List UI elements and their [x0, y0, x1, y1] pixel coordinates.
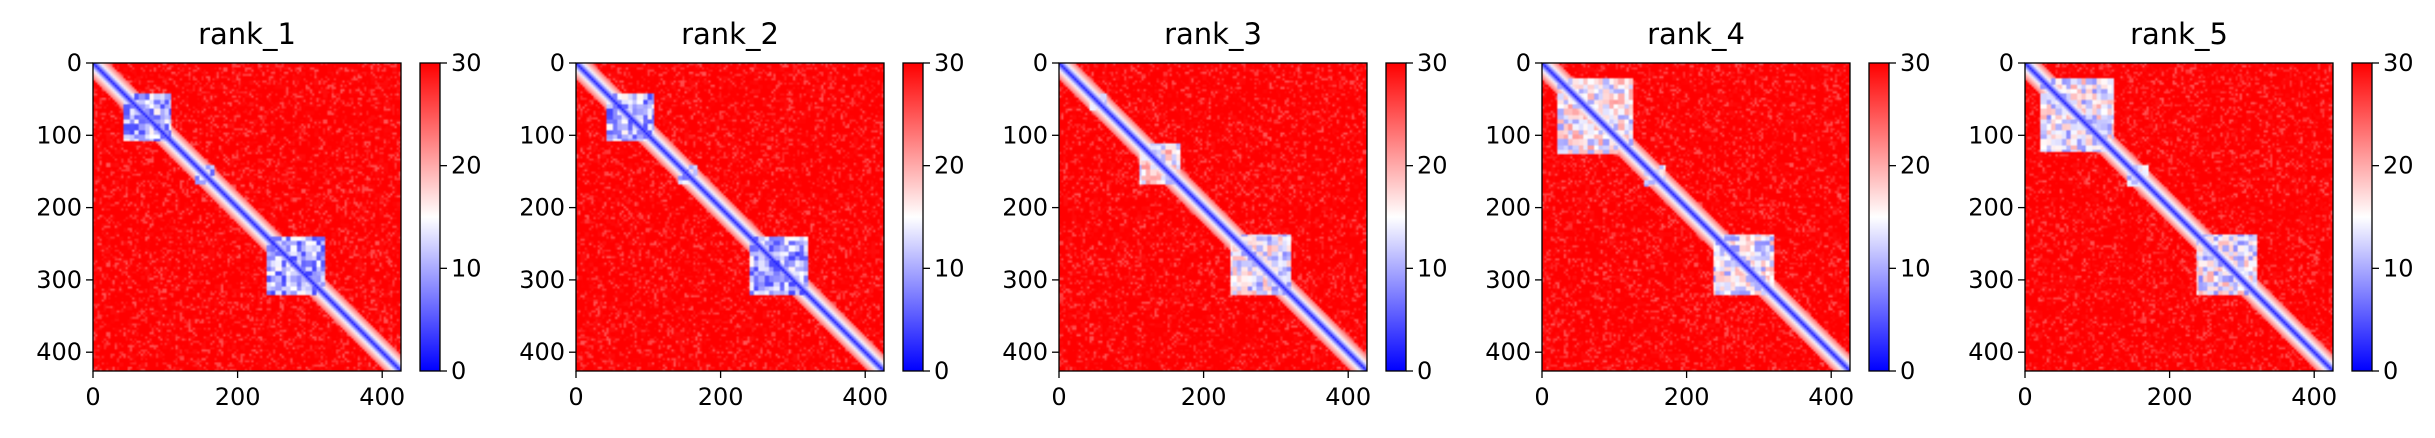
heatmap-image — [2025, 63, 2333, 371]
colorbar-tick-label: 0 — [1900, 357, 1915, 385]
x-tick-label: 400 — [842, 383, 888, 411]
y-tick-label: 200 — [36, 194, 82, 222]
panel-title: rank_5 — [2130, 17, 2228, 51]
panel-title: rank_3 — [1164, 17, 1262, 51]
y-tick-label: 300 — [519, 266, 565, 294]
colorbar — [2351, 62, 2373, 372]
plot-frame — [2024, 62, 2334, 372]
y-tick-label: 400 — [519, 338, 565, 366]
panel-title: rank_4 — [1647, 17, 1745, 51]
y-tick-label: 0 — [1033, 49, 1048, 77]
colorbar-tick-label: 20 — [934, 152, 965, 180]
colorbar-tick-label: 20 — [1417, 152, 1448, 180]
y-tick-label: 100 — [36, 121, 82, 149]
x-tick-label: 400 — [1808, 383, 1854, 411]
x-tick-label: 400 — [359, 383, 405, 411]
panel-title: rank_1 — [198, 17, 296, 51]
y-tick-label: 300 — [1485, 266, 1531, 294]
x-tick-label: 0 — [1534, 383, 1549, 411]
y-tick-label: 300 — [1968, 266, 2014, 294]
y-tick-label: 0 — [1999, 49, 2014, 77]
y-tick-label: 200 — [1485, 194, 1531, 222]
colorbar-tick-label: 30 — [934, 49, 965, 77]
colorbar-tick-label: 10 — [1900, 254, 1931, 282]
colorbar-tick-label: 0 — [1417, 357, 1432, 385]
colorbar-tick-label: 30 — [451, 49, 482, 77]
x-tick-label: 200 — [215, 383, 261, 411]
y-tick-label: 200 — [1002, 194, 1048, 222]
colorbar-tick-label: 10 — [2383, 254, 2414, 282]
heatmap-image — [1542, 63, 1850, 371]
colorbar-tick-label: 10 — [934, 254, 965, 282]
colorbar-tick-label: 20 — [2383, 152, 2414, 180]
y-tick-label: 300 — [36, 266, 82, 294]
x-tick-label: 0 — [1051, 383, 1066, 411]
y-tick-label: 400 — [36, 338, 82, 366]
x-tick-label: 400 — [1325, 383, 1371, 411]
heatmap-image — [1059, 63, 1367, 371]
colorbar — [419, 62, 441, 372]
colorbar-tick-label: 20 — [451, 152, 482, 180]
y-tick-label: 200 — [1968, 194, 2014, 222]
x-tick-label: 200 — [698, 383, 744, 411]
colorbar-tick-label: 30 — [2383, 49, 2414, 77]
y-tick-label: 100 — [519, 121, 565, 149]
colorbar-tick-label: 10 — [1417, 254, 1448, 282]
colorbar — [1385, 62, 1407, 372]
colorbar-tick-label: 20 — [1900, 152, 1931, 180]
y-tick-label: 0 — [1516, 49, 1531, 77]
y-tick-label: 400 — [1968, 338, 2014, 366]
y-tick-label: 100 — [1968, 121, 2014, 149]
y-tick-label: 400 — [1485, 338, 1531, 366]
colorbar-tick-label: 30 — [1900, 49, 1931, 77]
x-tick-label: 200 — [2147, 383, 2193, 411]
plot-frame — [1058, 62, 1368, 372]
x-tick-label: 0 — [2017, 383, 2032, 411]
y-tick-label: 400 — [1002, 338, 1048, 366]
heatmap-image — [576, 63, 884, 371]
colorbar-tick-label: 0 — [2383, 357, 2398, 385]
heatmap-image — [93, 63, 401, 371]
colorbar-tick-label: 30 — [1417, 49, 1448, 77]
y-tick-label: 300 — [1002, 266, 1048, 294]
colorbar — [1868, 62, 1890, 372]
x-tick-label: 200 — [1181, 383, 1227, 411]
plot-frame — [575, 62, 885, 372]
y-tick-label: 100 — [1002, 121, 1048, 149]
y-tick-label: 200 — [519, 194, 565, 222]
x-tick-label: 200 — [1664, 383, 1710, 411]
y-tick-label: 0 — [550, 49, 565, 77]
y-tick-label: 0 — [67, 49, 82, 77]
plot-frame — [92, 62, 402, 372]
colorbar-tick-label: 0 — [934, 357, 949, 385]
panel-title: rank_2 — [681, 17, 779, 51]
colorbar-tick-label: 10 — [451, 254, 482, 282]
colorbar — [902, 62, 924, 372]
plot-frame — [1541, 62, 1851, 372]
colorbar-tick-label: 0 — [451, 357, 466, 385]
x-tick-label: 0 — [568, 383, 583, 411]
x-tick-label: 0 — [85, 383, 100, 411]
x-tick-label: 400 — [2291, 383, 2337, 411]
y-tick-label: 100 — [1485, 121, 1531, 149]
